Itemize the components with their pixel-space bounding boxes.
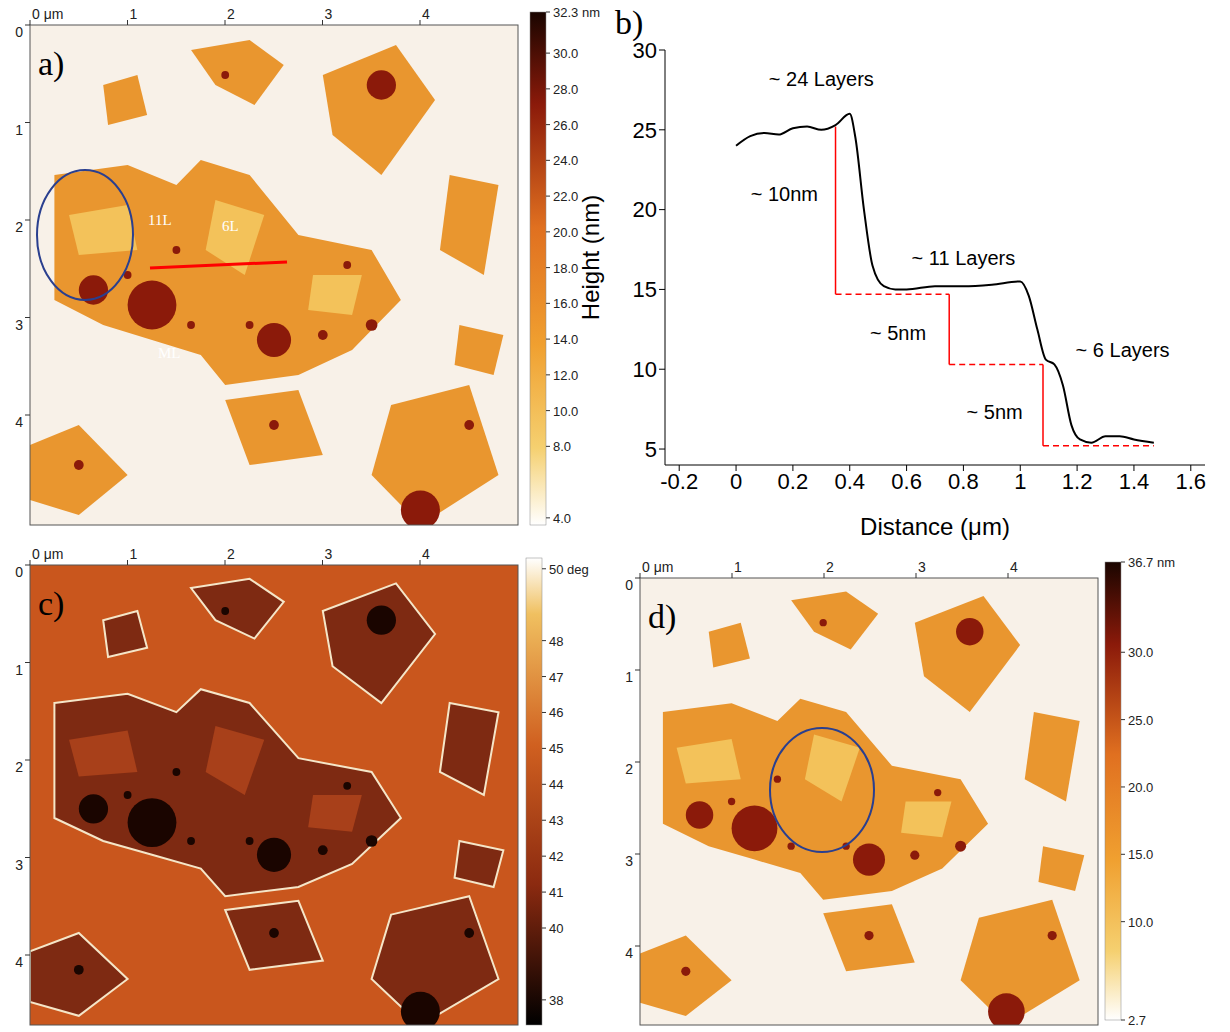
svg-text:48: 48 <box>549 634 563 649</box>
svg-text:20: 20 <box>633 197 657 222</box>
svg-text:22.0: 22.0 <box>553 189 578 204</box>
svg-text:-0.2: -0.2 <box>660 469 698 494</box>
svg-text:0: 0 <box>15 24 23 40</box>
svg-text:c): c) <box>38 585 64 623</box>
svg-text:1: 1 <box>734 559 742 575</box>
svg-text:0 μm: 0 μm <box>32 6 63 22</box>
svg-text:0.6: 0.6 <box>891 469 922 494</box>
svg-text:10: 10 <box>633 357 657 382</box>
svg-text:a): a) <box>38 45 64 83</box>
svg-text:0: 0 <box>730 469 742 494</box>
svg-text:0 μm: 0 μm <box>642 559 673 575</box>
svg-text:38: 38 <box>549 993 563 1008</box>
svg-text:1.4: 1.4 <box>1119 469 1150 494</box>
svg-text:4: 4 <box>1010 559 1018 575</box>
html-text:b): b) <box>615 4 644 41</box>
svg-text:1: 1 <box>15 122 23 138</box>
svg-text:0 μm: 0 μm <box>32 546 63 562</box>
svg-text:11L: 11L <box>148 212 172 228</box>
svg-text:30: 30 <box>633 38 657 63</box>
svg-text:40: 40 <box>549 921 563 936</box>
svg-text:d): d) <box>648 598 676 636</box>
svg-text:1: 1 <box>1014 469 1026 494</box>
svg-text:46: 46 <box>549 705 563 720</box>
svg-text:4: 4 <box>625 945 633 961</box>
svg-text:~ 10nm: ~ 10nm <box>751 183 818 205</box>
svg-text:15: 15 <box>633 277 657 302</box>
svg-text:50 deg: 50 deg <box>549 562 589 577</box>
svg-text:2: 2 <box>227 6 235 22</box>
svg-text:18.0: 18.0 <box>553 261 578 276</box>
svg-text:24.0: 24.0 <box>553 153 578 168</box>
svg-text:25.0: 25.0 <box>1128 713 1153 728</box>
svg-text:2: 2 <box>15 219 23 235</box>
svg-text:1.6: 1.6 <box>1175 469 1206 494</box>
svg-text:~ 5nm: ~ 5nm <box>870 322 926 344</box>
svg-text:0.8: 0.8 <box>948 469 979 494</box>
svg-text:14.0: 14.0 <box>553 332 578 347</box>
svg-text:~ 5nm: ~ 5nm <box>967 401 1023 423</box>
svg-text:1: 1 <box>130 546 138 562</box>
svg-text:3: 3 <box>918 559 926 575</box>
svg-text:12.0: 12.0 <box>553 368 578 383</box>
svg-text:16.0: 16.0 <box>553 296 578 311</box>
svg-text:4: 4 <box>422 546 430 562</box>
svg-text:25: 25 <box>633 118 657 143</box>
svg-text:5: 5 <box>645 437 657 462</box>
svg-text:4: 4 <box>422 6 430 22</box>
svg-text:~ 24 Layers: ~ 24 Layers <box>769 68 874 90</box>
svg-text:4.0: 4.0 <box>553 511 571 526</box>
svg-text:26.0: 26.0 <box>553 118 578 133</box>
svg-text:32.3 nm: 32.3 nm <box>553 5 600 20</box>
svg-text:45: 45 <box>549 741 563 756</box>
svg-text:2.7: 2.7 <box>1128 1013 1146 1028</box>
svg-text:2: 2 <box>625 761 633 777</box>
svg-text:1.2: 1.2 <box>1062 469 1093 494</box>
svg-text:4: 4 <box>15 414 23 430</box>
svg-text:44: 44 <box>549 777 563 792</box>
svg-text:Distance (μm): Distance (μm) <box>860 513 1010 540</box>
svg-text:2: 2 <box>227 546 235 562</box>
svg-text:30.0: 30.0 <box>553 46 578 61</box>
svg-text:20.0: 20.0 <box>1128 780 1153 795</box>
svg-text:1: 1 <box>15 662 23 678</box>
svg-text:42: 42 <box>549 849 563 864</box>
svg-text:8.0: 8.0 <box>553 439 571 454</box>
svg-text:15.0: 15.0 <box>1128 847 1153 862</box>
svg-text:2: 2 <box>826 559 834 575</box>
svg-text:41: 41 <box>549 885 563 900</box>
svg-text:0: 0 <box>15 564 23 580</box>
svg-text:~ 11 Layers: ~ 11 Layers <box>912 247 1016 269</box>
svg-text:1: 1 <box>130 6 138 22</box>
svg-text:4: 4 <box>15 954 23 970</box>
svg-text:3: 3 <box>15 857 23 873</box>
svg-text:Height (nm): Height (nm) <box>577 195 604 320</box>
svg-text:43: 43 <box>549 813 563 828</box>
svg-text:28.0: 28.0 <box>553 82 578 97</box>
svg-text:6L: 6L <box>222 218 239 234</box>
svg-text:~ 6 Layers: ~ 6 Layers <box>1076 339 1170 361</box>
svg-text:3: 3 <box>325 546 333 562</box>
svg-text:3: 3 <box>325 6 333 22</box>
svg-text:1: 1 <box>625 669 633 685</box>
svg-text:10.0: 10.0 <box>553 404 578 419</box>
svg-text:10.0: 10.0 <box>1128 915 1153 930</box>
svg-text:30.0: 30.0 <box>1128 645 1153 660</box>
svg-text:0: 0 <box>625 577 633 593</box>
svg-text:0.4: 0.4 <box>834 469 865 494</box>
svg-text:3: 3 <box>15 317 23 333</box>
svg-text:0.2: 0.2 <box>778 469 809 494</box>
svg-text:3: 3 <box>625 853 633 869</box>
svg-text:36.7 nm: 36.7 nm <box>1128 555 1175 570</box>
svg-text:2: 2 <box>15 759 23 775</box>
svg-text:ML: ML <box>158 345 181 361</box>
svg-text:20.0: 20.0 <box>553 225 578 240</box>
svg-text:47: 47 <box>549 670 563 685</box>
